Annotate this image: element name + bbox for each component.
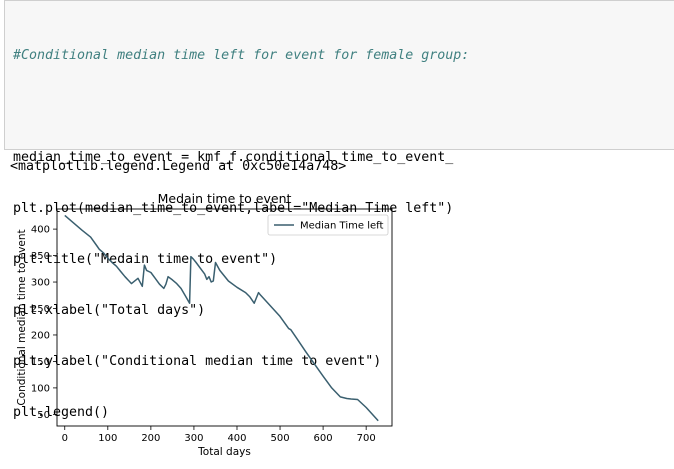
series-line [64,214,379,422]
y-tick-label: 200 [31,330,50,341]
chart-output: Medain time to event 0 100 200 300 400 500 600 7… [0,186,674,469]
code-line-2: plt.plot(median_time_to_event,label="Med… [13,201,454,216]
y-axis-label: Conditional median time to event [16,229,28,405]
x-tick-label: 100 [98,433,117,444]
code-line-5: plt.ylabel("Conditional median time to e… [13,354,382,369]
output-repr: <matplotlib.legend.Legend at 0xc50e14a74… [10,159,347,174]
line-chart: Medain time to event 0 100 200 300 400 500 600 7… [16,191,393,458]
code-line-6: plt.legend() [13,405,110,420]
x-tick-label: 400 [227,433,246,444]
y-tick-label: 350 [31,251,50,262]
x-tick-label: 300 [184,433,203,444]
x-axis-label: Total days [197,446,251,458]
y-tick-label: 100 [31,383,50,394]
plot-frame [56,208,393,427]
x-tick-label: 600 [314,433,333,444]
y-tick-label: 250 [31,304,50,315]
chart-title: Medain time to event [158,191,292,206]
x-tick-label: 500 [270,433,289,444]
legend-box [267,214,389,236]
y-tick-label: 150 [31,357,50,368]
code-comment: #Conditional median time left for event … [13,48,470,63]
code-line-3: plt.title("Medain time to event") [13,252,278,267]
blank-line [13,98,469,115]
y-tick-label: 50 [37,410,50,421]
code-line-1: median_time_to_event = kmf_f.conditional… [13,150,454,165]
y-tick-label: 300 [31,278,50,289]
code-cell-input[interactable]: #Conditional median time left for event … [4,0,674,420]
legend-label: Median Time left [300,221,383,232]
x-tick-label: 700 [357,433,376,444]
code-line-4: plt.xlabel("Total days") [13,303,206,318]
y-tick-label: 400 [31,225,50,236]
x-tick-label: 200 [141,433,160,444]
x-tick-label: 0 [62,433,68,444]
code-editor[interactable]: #Conditional median time left for event … [13,13,469,455]
